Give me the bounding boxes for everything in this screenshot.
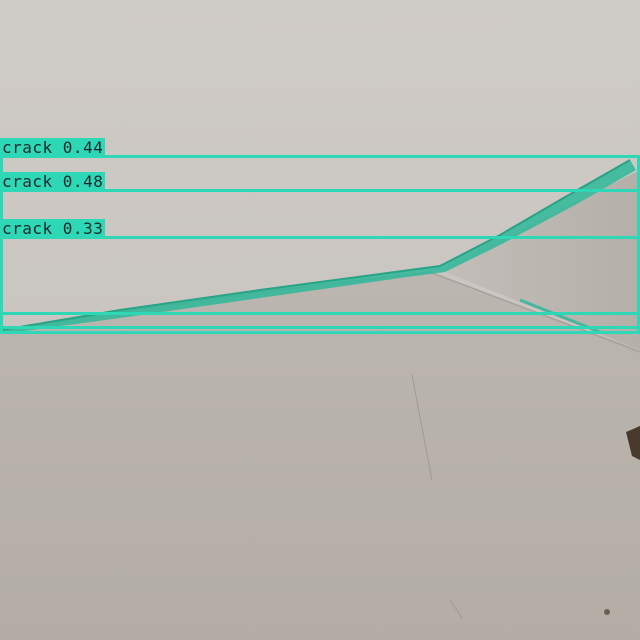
side-wall-surface	[440, 170, 640, 350]
wall-surface	[0, 272, 640, 640]
detection-label: crack 0.48	[0, 172, 106, 191]
wall-scuff-2	[449, 599, 463, 619]
wall-object	[626, 426, 640, 460]
wall-scuff	[411, 374, 433, 481]
crack-mask-edge	[1, 159, 631, 331]
detection-label: crack 0.44	[0, 138, 106, 157]
detection-box	[0, 236, 640, 329]
detection-label: crack 0.33	[0, 219, 106, 238]
wall-screw	[604, 609, 610, 615]
